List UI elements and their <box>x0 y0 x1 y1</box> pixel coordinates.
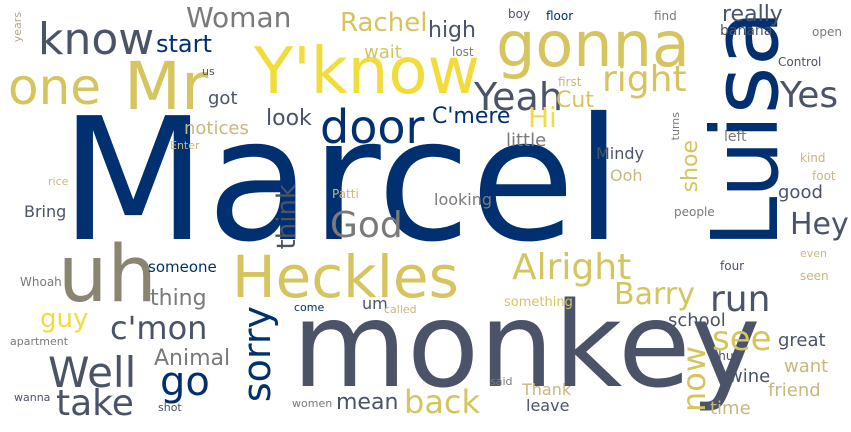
word-woman: Woman <box>186 1 292 34</box>
word-first: first <box>558 75 582 89</box>
word-wanna: wanna <box>14 391 51 404</box>
word-yeah: Yeah <box>474 75 563 119</box>
word-got: got <box>208 88 238 109</box>
word-seen: seen <box>800 269 829 283</box>
word-marcel: Marcel <box>60 82 623 280</box>
word-school: school <box>668 310 726 331</box>
word-heckles: Heckles <box>232 243 459 311</box>
word-one: one <box>8 58 102 116</box>
word-rice: rice <box>48 175 69 188</box>
word-people: people <box>674 205 715 219</box>
word-good: good <box>778 182 823 203</box>
word-apartment: apartment <box>10 335 69 348</box>
word-whoah: Whoah <box>20 275 62 289</box>
word-boy: boy <box>508 7 531 21</box>
word-take: take <box>56 383 134 424</box>
word-foot: foot <box>812 169 836 183</box>
word-look: look <box>266 106 312 131</box>
word-mindy: Mindy <box>596 144 645 163</box>
word-think: think <box>272 184 302 250</box>
word-find: find <box>654 9 677 23</box>
word-really: really <box>722 2 783 27</box>
word-shut: shut <box>712 349 739 363</box>
word-gonna: gonna <box>496 8 690 81</box>
word-enter: Enter <box>170 139 200 152</box>
word-shoe: shoe <box>678 140 703 193</box>
word-us: us <box>202 65 215 78</box>
word-animal: Animal <box>154 346 231 371</box>
word-see: see <box>712 319 772 359</box>
word-god: God <box>330 205 403 246</box>
word-cut: Cut <box>556 88 594 113</box>
word-barry: Barry <box>614 277 695 312</box>
word-go: go <box>160 359 210 405</box>
word-patti: Patti <box>332 187 359 201</box>
word-four: four <box>720 259 745 273</box>
word-kind: kind <box>800 151 826 165</box>
word-banana: banana <box>720 23 773 39</box>
word-yes: Yes <box>780 75 839 116</box>
word-door: door <box>320 100 425 154</box>
word-control: Control <box>778 55 822 69</box>
word-floor: floor <box>546 9 574 23</box>
word-looking: looking <box>434 190 493 209</box>
word-lost: lost <box>452 45 474 59</box>
word-ooh: Ooh <box>610 166 643 185</box>
word-thank: Thank <box>522 380 572 399</box>
word-great: great <box>778 330 826 351</box>
word-someone: someone <box>148 258 217 276</box>
word-run: run <box>710 279 771 320</box>
word-shot: shot <box>158 401 182 414</box>
word-rachel: Rachel <box>340 8 428 38</box>
word-want: want <box>784 356 829 377</box>
word-alright: Alright <box>512 247 632 288</box>
word-friend: friend <box>768 380 821 401</box>
word-open: open <box>812 25 842 39</box>
word-called: called <box>384 303 417 316</box>
word-come: come <box>294 301 325 314</box>
word-women: women <box>292 397 333 410</box>
word-cmere: C'mere <box>432 104 511 129</box>
word-um: um <box>362 294 388 313</box>
word-left: left <box>724 129 747 145</box>
word-said: said <box>490 375 513 388</box>
word-hey: Hey <box>790 207 849 242</box>
word-bring: Bring <box>24 202 67 221</box>
word-leave: leave <box>526 396 570 415</box>
word-something: something <box>504 295 573 310</box>
word-sorry: sorry <box>235 306 279 403</box>
word-back: back <box>404 383 481 421</box>
word-high: high <box>428 18 476 43</box>
word-start: start <box>156 30 212 58</box>
word-guy: guy <box>40 304 89 334</box>
word-right: right <box>602 59 687 100</box>
word-years: years <box>11 12 24 43</box>
word-monkey: monkey <box>292 276 761 414</box>
word-mr: Mr <box>124 48 209 125</box>
word-yknow: Y'know <box>254 35 480 109</box>
word-notices: notices <box>184 118 249 139</box>
word-uh: uh <box>58 230 157 320</box>
word-hi: Hi <box>528 101 557 134</box>
word-well: Well <box>48 348 137 397</box>
word-now: now <box>675 346 713 413</box>
word-even: even <box>800 247 828 260</box>
word-turns: turns <box>669 112 682 141</box>
word-little: little <box>506 130 547 151</box>
word-time: time <box>710 398 751 419</box>
word-wine: wine <box>728 366 771 387</box>
word-know: know <box>38 14 155 65</box>
word-cmon: c'mon <box>110 309 208 347</box>
word-mean: mean <box>336 390 399 415</box>
word-thing: thing <box>150 286 207 311</box>
word-wait: wait <box>364 42 402 63</box>
